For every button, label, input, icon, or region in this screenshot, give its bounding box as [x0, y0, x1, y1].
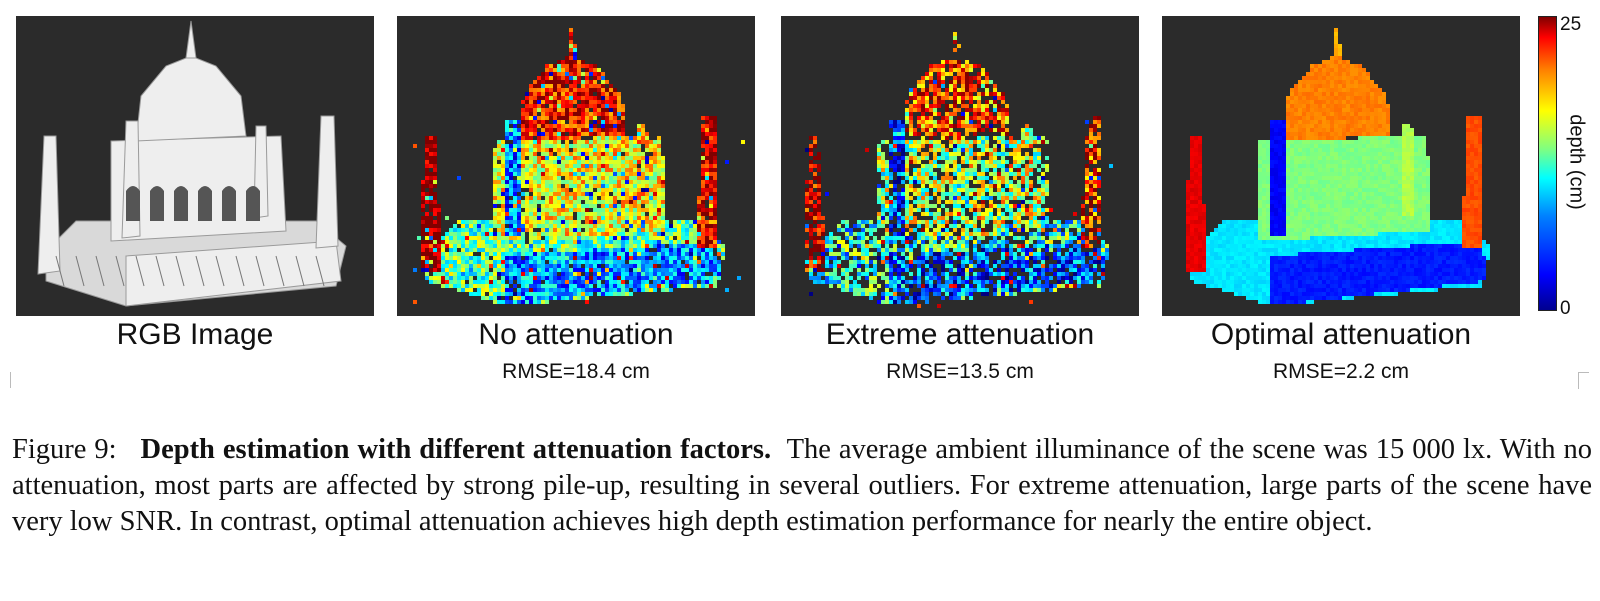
caption-body: The average ambient illuminance of the s… [12, 434, 1593, 537]
frame-corner-mark [1578, 372, 1589, 389]
depth-map-image [1186, 28, 1490, 304]
figure-panels: RGB Image No attenuation Extreme attenua… [10, 14, 1589, 389]
panel-title-rgb: RGB Image [116, 318, 274, 351]
depth-colorbar [1538, 16, 1557, 311]
colorbar-max-label: 25 [1560, 14, 1582, 35]
depth-map-image [805, 32, 1113, 308]
colorbar-min-label: 0 [1560, 298, 1571, 319]
rmse-optimal-attenuation: RMSE=2.2 cm [1273, 360, 1409, 383]
panel-title-optimal-attenuation: Optimal attenuation [1210, 318, 1472, 351]
caption-title: Depth estimation with different attenuat… [140, 434, 772, 465]
figure-caption: Figure 9: Depth estimation with differen… [12, 432, 1592, 540]
panel-title-no-attenuation: No attenuation [478, 318, 674, 351]
rmse-extreme-attenuation: RMSE=13.5 cm [886, 360, 1034, 383]
extreme-attenuation-depth-panel [781, 16, 1139, 316]
rmse-no-attenuation: RMSE=18.4 cm [502, 360, 650, 383]
panel-title-extreme-attenuation: Extreme attenuation [825, 318, 1095, 351]
frame-corner-mark [10, 372, 21, 388]
colorbar-axis-label: depth (cm) [1565, 114, 1588, 210]
rgb-image-panel [16, 16, 374, 316]
depth-map-image [413, 28, 745, 304]
taj-mahal-model-image [37, 20, 347, 307]
caption-figure-number: Figure 9: [12, 434, 117, 465]
no-attenuation-depth-panel [397, 16, 755, 316]
optimal-attenuation-depth-panel [1162, 16, 1520, 316]
